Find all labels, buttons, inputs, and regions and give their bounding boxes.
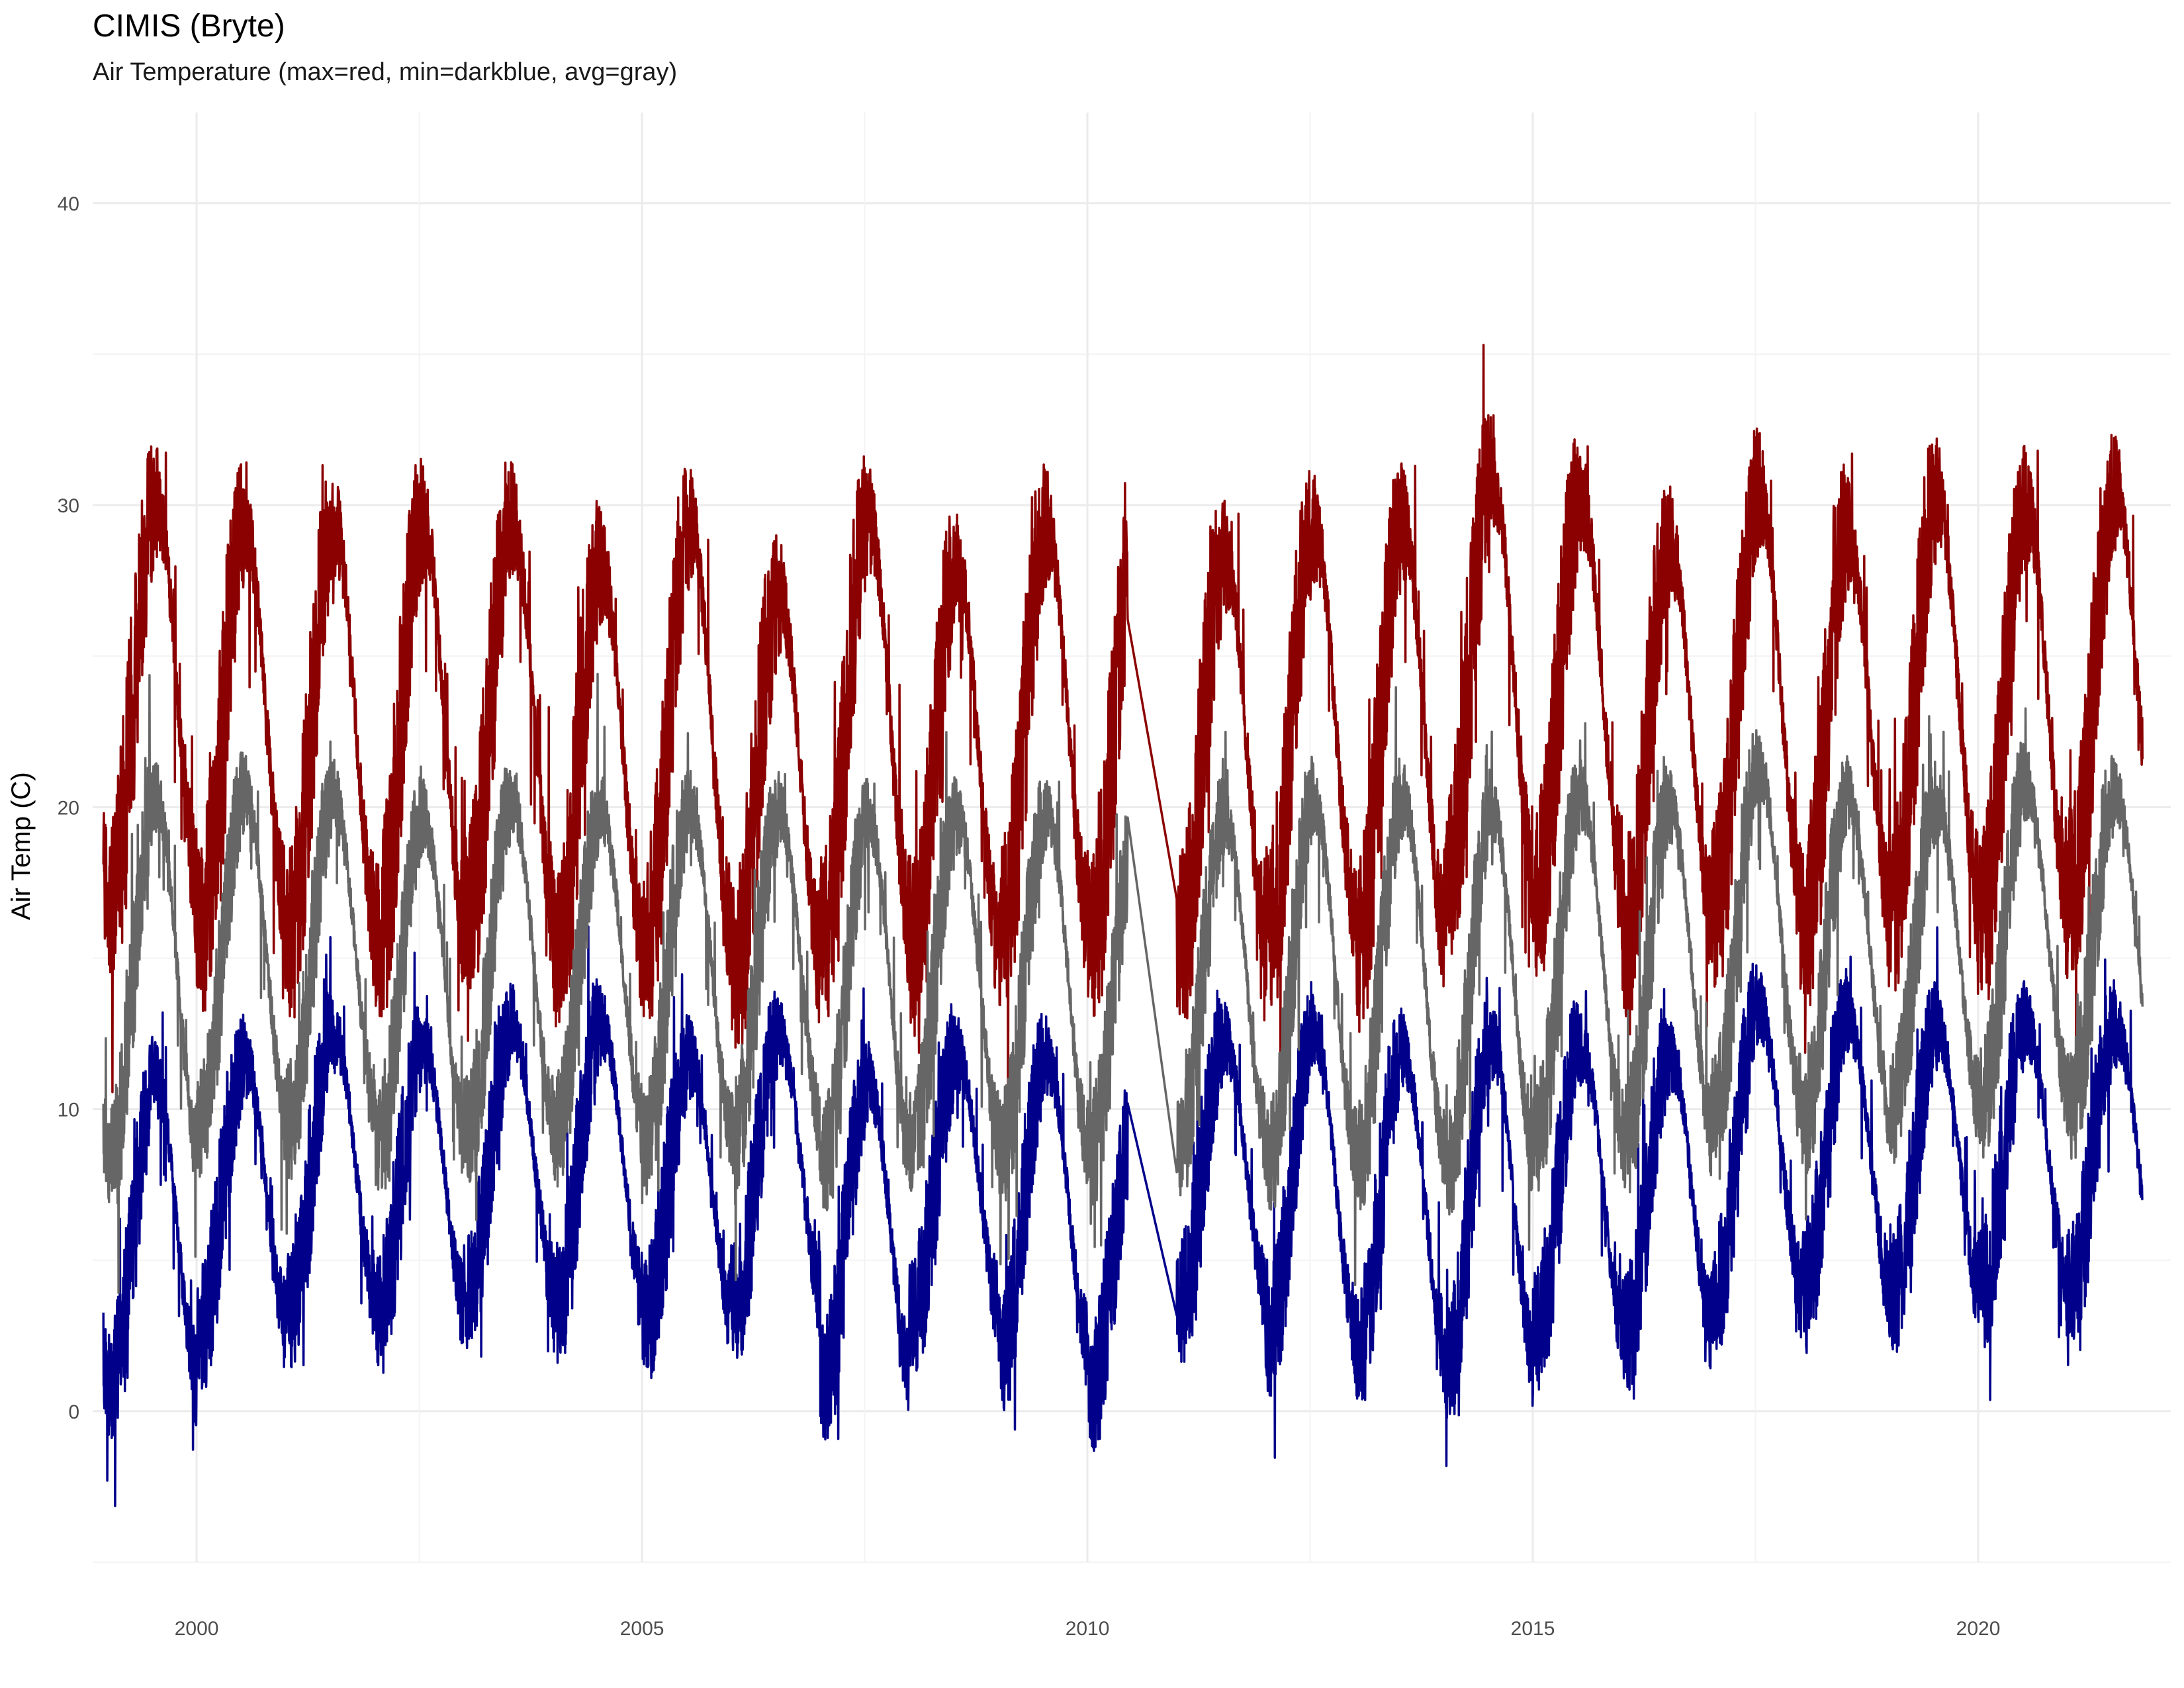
- y-tick-label: 20: [58, 797, 79, 819]
- y-tick-label: 0: [68, 1401, 79, 1423]
- x-tick-label: 2000: [175, 1618, 219, 1640]
- x-tick-label: 2005: [620, 1618, 664, 1640]
- x-tick-label: 2015: [1511, 1618, 1555, 1640]
- x-tick-label: 2010: [1066, 1618, 1110, 1640]
- series-line-max: [102, 344, 2144, 1135]
- series-line-avg: [102, 673, 2144, 1294]
- y-tick-label: 30: [58, 495, 79, 517]
- y-tick-label: 10: [58, 1100, 79, 1121]
- tick-labels: 0 10 20 30 40 2000 2005 2010 2015 2020: [58, 193, 2001, 1640]
- series-line-min: [102, 925, 2144, 1507]
- chart-title: CIMIS (Bryte): [93, 9, 285, 44]
- chart-subtitle: Air Temperature (max=red, min=darkblue, …: [93, 58, 678, 86]
- series-lines: [102, 344, 2144, 1507]
- y-tick-label: 40: [58, 193, 79, 215]
- x-tick-label: 2020: [1956, 1618, 2001, 1640]
